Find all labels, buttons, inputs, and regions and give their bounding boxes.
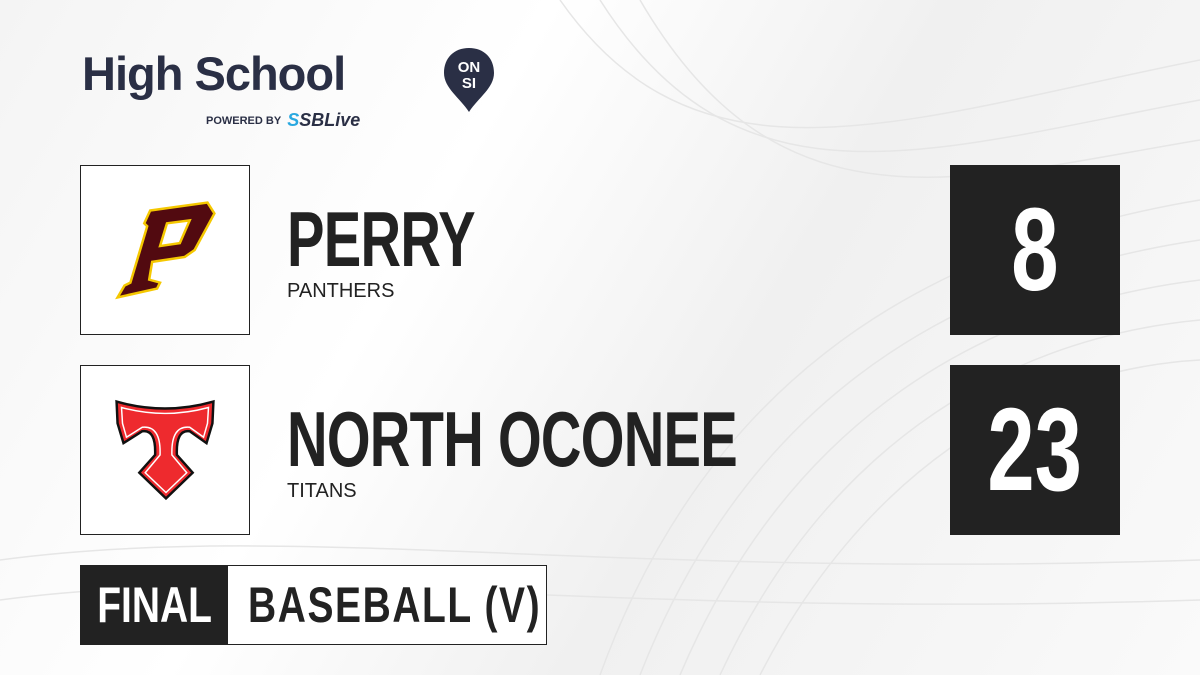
team-logo-north-oconee — [80, 365, 250, 535]
sport-label: BASEBALL (V) — [228, 566, 624, 644]
team-mascot: PANTHERS — [287, 280, 395, 302]
team-mascot: TITANS — [287, 480, 357, 502]
high-school-on-si-logo: High School ON SI POWERED BY SSBLive — [82, 46, 494, 130]
team-logo-perry — [80, 165, 250, 335]
team-name: NORTH OCONEE — [287, 395, 738, 483]
badge-top: ON — [458, 59, 481, 76]
score-value: 8 — [1011, 184, 1059, 316]
on-si-pin-icon: ON SI — [444, 48, 494, 112]
score-value: 23 — [987, 384, 1083, 516]
status-badge: FINAL — [81, 566, 228, 644]
sblive-s: S — [287, 110, 300, 130]
sblive-logo: SSBLive — [287, 110, 360, 130]
status-text: FINAL — [97, 577, 212, 633]
titans-t-logo-icon — [115, 399, 215, 501]
team-score: 8 — [950, 165, 1120, 335]
brand-title: High School — [82, 47, 346, 100]
team-name: PERRY — [287, 195, 476, 283]
badge-bottom: SI — [462, 75, 476, 92]
powered-by-label: POWERED BY — [206, 115, 282, 127]
sblive-text: SBLive — [299, 110, 361, 130]
sport-text: BASEBALL (V) — [248, 577, 542, 633]
team-score: 23 — [950, 365, 1120, 535]
powered-by: POWERED BY SSBLive — [206, 110, 360, 131]
perry-p-logo-icon — [115, 201, 216, 300]
game-status-bar: FINAL BASEBALL (V) — [80, 565, 547, 645]
